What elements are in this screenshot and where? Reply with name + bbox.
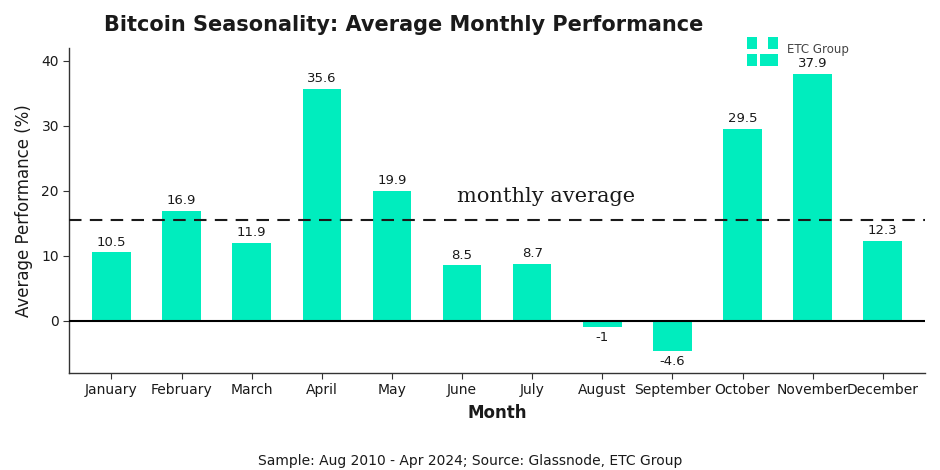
Text: Bitcoin Seasonality: Average Monthly Performance: Bitcoin Seasonality: Average Monthly Per… [103,15,703,35]
Bar [793,74,832,321]
Text: -1: -1 [596,331,609,344]
FancyBboxPatch shape [768,37,777,48]
Bar [513,264,552,321]
Text: 16.9: 16.9 [167,194,196,207]
Bar [864,241,902,321]
Bar [303,89,341,321]
Bar [92,252,131,321]
Text: 8.5: 8.5 [451,249,473,262]
Text: 8.7: 8.7 [522,247,542,260]
Y-axis label: Average Performance (%): Average Performance (%) [15,104,33,317]
Bar [163,211,201,321]
FancyBboxPatch shape [747,54,757,65]
Text: 35.6: 35.6 [307,72,337,86]
Bar [583,321,621,327]
Text: 10.5: 10.5 [97,235,126,249]
X-axis label: Month: Month [467,404,526,422]
Bar [232,243,271,321]
Text: 29.5: 29.5 [728,112,758,125]
Text: 19.9: 19.9 [377,174,407,188]
Bar [443,266,481,321]
Text: 37.9: 37.9 [798,57,827,70]
Bar [372,191,411,321]
Bar [723,129,761,321]
Text: monthly average: monthly average [457,187,635,206]
Text: -4.6: -4.6 [660,354,685,368]
FancyBboxPatch shape [768,54,777,65]
FancyBboxPatch shape [747,37,757,48]
Text: ETC Group: ETC Group [787,43,849,56]
Text: 12.3: 12.3 [868,224,898,237]
Text: 11.9: 11.9 [237,227,266,239]
Text: Sample: Aug 2010 - Apr 2024; Source: Glassnode, ETC Group: Sample: Aug 2010 - Apr 2024; Source: Gla… [258,454,682,468]
Bar [653,321,692,351]
FancyBboxPatch shape [760,54,770,65]
